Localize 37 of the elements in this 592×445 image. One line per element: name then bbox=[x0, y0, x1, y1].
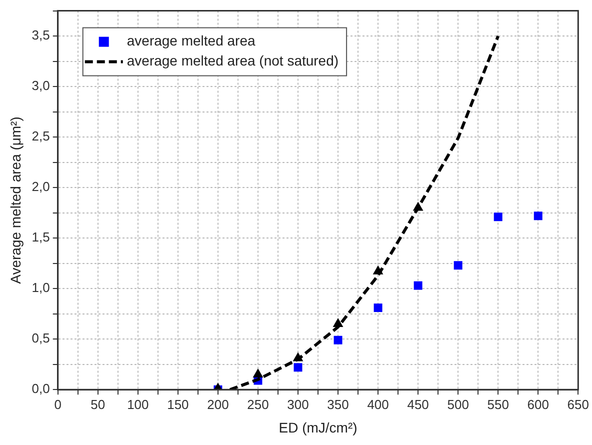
x-tick-label: 200 bbox=[207, 396, 229, 412]
x-tick-label: 250 bbox=[247, 396, 269, 412]
point bbox=[372, 265, 384, 274]
line-series bbox=[228, 34, 500, 390]
y-tick-label: 2,5 bbox=[32, 128, 50, 144]
legend-label: average melted area (not satured) bbox=[126, 52, 339, 69]
y-tick-label: 1,0 bbox=[32, 280, 50, 296]
y-tick-label: 3,0 bbox=[32, 78, 50, 94]
y-tick-label: 0,0 bbox=[32, 381, 50, 396]
legend-label: average melted area bbox=[126, 32, 256, 49]
point bbox=[252, 368, 264, 378]
x-tick-label: 650 bbox=[567, 396, 590, 412]
x-tick-label: 600 bbox=[527, 396, 549, 412]
x-tick-label: 50 bbox=[90, 396, 106, 412]
x-tick-label: 500 bbox=[447, 396, 469, 412]
x-tick-label: 300 bbox=[287, 396, 309, 412]
x-tick-label: 350 bbox=[327, 396, 349, 412]
x-tick-label: 450 bbox=[407, 396, 429, 412]
y-tick-label: 1,5 bbox=[32, 230, 50, 245]
point bbox=[414, 281, 422, 290]
x-tick-label: 400 bbox=[367, 396, 389, 412]
point bbox=[374, 304, 382, 312]
y-axis-title: Average melted area (μm²) bbox=[7, 116, 24, 284]
y-tick-label: 2,0 bbox=[32, 179, 50, 194]
point bbox=[292, 352, 304, 362]
point bbox=[334, 336, 342, 344]
point bbox=[332, 318, 344, 327]
x-tick-label: 0 bbox=[54, 396, 62, 412]
x-tick-label: 550 bbox=[487, 396, 509, 412]
point bbox=[454, 261, 462, 270]
x-tick-label: 100 bbox=[127, 396, 149, 412]
x-axis-title: ED (mJ/cm²) bbox=[278, 419, 358, 436]
point bbox=[494, 212, 502, 222]
y-tick-label: 0,5 bbox=[32, 330, 50, 346]
point bbox=[534, 212, 542, 220]
x-tick-label: 150 bbox=[167, 396, 189, 412]
y-tick-label: 3,5 bbox=[32, 28, 50, 43]
